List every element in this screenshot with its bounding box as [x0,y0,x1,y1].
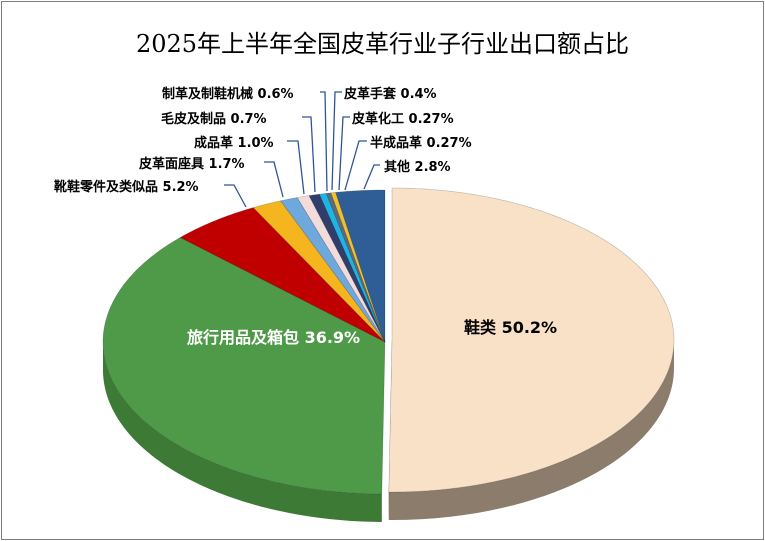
leader-line [320,91,328,192]
data-label: 靴鞋零件及类似品 5.2% [54,180,199,195]
pie-slice-2 [179,207,386,343]
data-label: 毛皮及制品 0.7% [161,112,267,127]
pie-slice-6 [308,193,386,343]
leader-line [363,164,380,190]
data-label: 成品革 1.0% [194,136,274,151]
pie-slice-3 [252,200,386,343]
data-label: 旅行用品及箱包 36.9% [187,328,361,347]
leader-line [338,116,350,191]
pie-slice-side [388,340,674,520]
leader-lines [224,91,380,208]
pie-slice-4 [280,197,386,343]
data-label: 皮革化工 0.27% [352,112,454,127]
pie-slice-0 [388,187,675,493]
pie-slice-side [103,342,382,522]
leader-line [344,140,367,191]
leader-line [224,184,247,208]
data-label: 其他 2.8% [384,160,451,175]
chart-title: 2025年上半年全国皮革行业子行业出口额占比 [135,30,630,58]
data-label: 制革及制鞋机械 0.6% [162,87,294,102]
data-label: 半成品革 0.27% [370,136,472,151]
leader-line [302,116,316,193]
leader-line [287,140,305,195]
pie-slice-8 [325,192,386,343]
data-label: 鞋类 50.2% [464,318,558,337]
pie-slice-1 [102,237,386,495]
pie-slice-10 [335,189,386,343]
leader-line [331,91,342,191]
pie-slice-5 [296,195,386,343]
leader-line [264,161,284,198]
data-label: 皮革面座具 1.7% [139,157,245,172]
data-label: 皮革手套 0.4% [344,87,437,102]
